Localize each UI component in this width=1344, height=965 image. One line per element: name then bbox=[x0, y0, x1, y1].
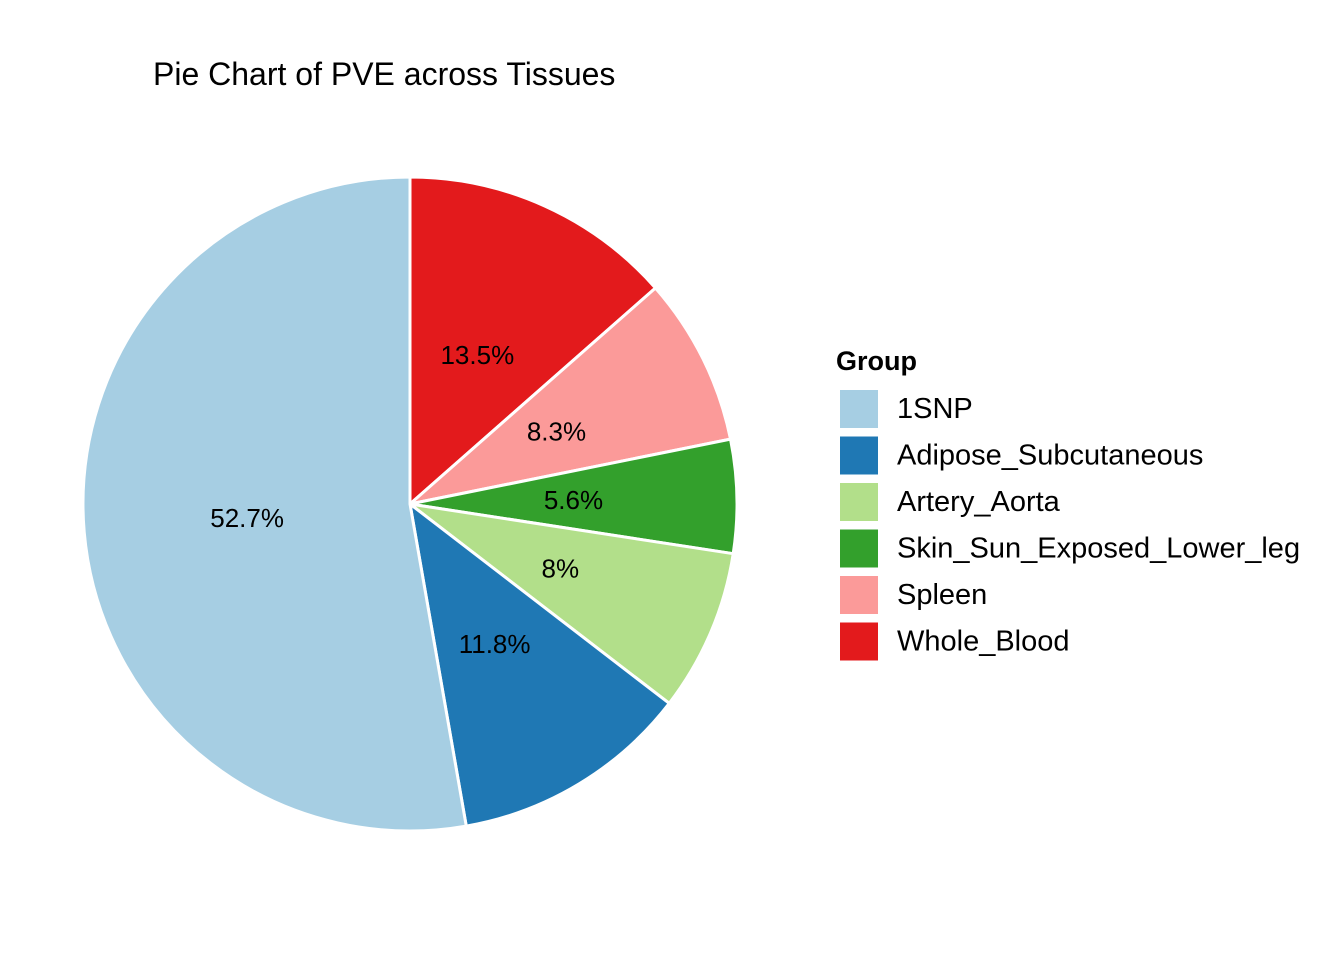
slice-label-skin-sun-exposed-lower-leg: 5.6% bbox=[544, 485, 603, 515]
slice-label-spleen: 8.3% bbox=[527, 416, 586, 446]
legend-swatch-1snp bbox=[840, 390, 878, 428]
legend-items: 1SNP Adipose_Subcutaneous Artery_Aorta Skin… bbox=[840, 390, 1300, 661]
legend-swatch-artery-aorta bbox=[840, 483, 878, 521]
pie-slice-spleen bbox=[408, 286, 733, 506]
pie-slice-labels: 13.5% 8.3% 5.6% 8% 11.8% 52.7% bbox=[210, 340, 603, 659]
slice-label-artery-aorta: 8% bbox=[542, 553, 580, 583]
legend-item-skin-sun-exposed-lower-leg: Skin_Sun_Exposed_Lower_leg bbox=[840, 529, 1300, 568]
pie-slice-1snp bbox=[81, 175, 468, 833]
legend-item-adipose-subcutaneous: Adipose_Subcutaneous bbox=[840, 436, 1203, 475]
legend-item-spleen: Spleen bbox=[840, 576, 987, 614]
legend-swatch-whole-blood bbox=[840, 622, 878, 661]
legend-label-skin-sun-exposed-lower-leg: Skin_Sun_Exposed_Lower_leg bbox=[897, 533, 1300, 565]
pie-slice-whole-blood bbox=[408, 175, 657, 506]
legend-swatch-skin-sun-exposed-lower-leg bbox=[840, 529, 878, 568]
legend-label-adipose-subcutaneous: Adipose_Subcutaneous bbox=[897, 440, 1203, 472]
legend-label-spleen: Spleen bbox=[897, 579, 987, 611]
legend-item-artery-aorta: Artery_Aorta bbox=[840, 483, 1061, 521]
slice-label-whole-blood: 13.5% bbox=[440, 340, 514, 370]
legend-label-1snp: 1SNP bbox=[897, 393, 973, 425]
legend-item-whole-blood: Whole_Blood bbox=[840, 622, 1070, 661]
legend-label-whole-blood: Whole_Blood bbox=[897, 626, 1070, 658]
legend-label-artery-aorta: Artery_Aorta bbox=[897, 486, 1061, 518]
legend-swatch-adipose-subcutaneous bbox=[840, 436, 878, 475]
slice-label-1snp: 52.7% bbox=[210, 503, 284, 533]
pie-slices bbox=[81, 175, 739, 833]
legend: Group 1SNP Adipose_Subcutaneous Artery_Aor… bbox=[836, 346, 1300, 661]
pie-slice-adipose-subcutaneous bbox=[408, 502, 671, 828]
legend-item-1snp: 1SNP bbox=[840, 390, 973, 428]
chart-title: Pie Chart of PVE across Tissues bbox=[153, 56, 615, 92]
legend-title: Group bbox=[836, 346, 917, 376]
pie-slice-artery-aorta bbox=[408, 502, 735, 705]
slice-label-adipose-subcutaneous: 11.8% bbox=[459, 629, 531, 659]
legend-swatch-spleen bbox=[840, 576, 878, 614]
